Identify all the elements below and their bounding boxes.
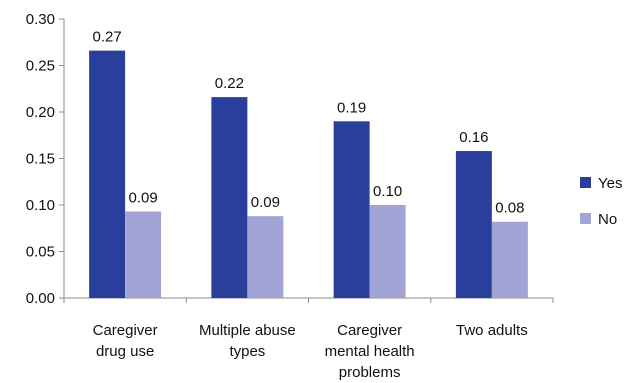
data-label-no-2: 0.10 [373, 183, 402, 200]
bar-no-1 [247, 216, 284, 298]
x-category-label-line: Two adults [456, 322, 528, 339]
legend-label-no: No [598, 211, 617, 228]
legend: Yes No [580, 175, 622, 228]
data-label-yes-0: 0.27 [93, 29, 122, 46]
legend-swatch-yes [580, 177, 591, 188]
x-category-label: Two adults [456, 322, 528, 339]
x-category-label: Caregiver mental health problems [325, 322, 415, 381]
x-category-label: Multiple abuse types [199, 322, 296, 360]
y-tick-label: 0.30 [26, 11, 55, 28]
y-tick-label: 0.25 [26, 58, 55, 75]
y-tick-label: 0.20 [26, 104, 55, 121]
data-label-yes-1: 0.22 [215, 75, 244, 92]
axes: 0.00 0.05 0.10 0.15 0.20 0.25 0.30 Caregiver dru… [26, 11, 554, 381]
bar-yes-3 [455, 151, 492, 298]
bars [89, 50, 528, 299]
bar-no-0 [125, 211, 162, 298]
y-tick-label: 0.15 [26, 151, 55, 168]
x-category-label-line: drug use [96, 343, 154, 360]
x-category-label-line: Multiple abuse [199, 322, 296, 339]
x-category-label-line: Caregiver [93, 322, 158, 339]
data-label-yes-2: 0.19 [337, 99, 366, 116]
data-label-yes-3: 0.16 [459, 129, 488, 146]
legend-label-yes: Yes [598, 175, 622, 192]
y-tick-label: 0.05 [26, 244, 55, 261]
x-category-label-line: types [229, 343, 265, 360]
data-label-no-1: 0.09 [251, 194, 280, 211]
x-category-label-line: problems [339, 364, 401, 381]
bar-yes-0 [89, 50, 126, 299]
bar-no-3 [491, 221, 528, 298]
bar-no-2 [369, 205, 406, 298]
bar-yes-1 [211, 97, 248, 299]
x-category-label: Caregiver drug use [93, 322, 158, 360]
y-tick-label: 0.00 [26, 290, 55, 307]
data-label-no-3: 0.08 [495, 200, 524, 217]
x-category-label-line: mental health [325, 343, 415, 360]
data-labels: 0.27 0.09 0.22 0.09 0.19 0.10 0.16 0.08 [93, 29, 525, 217]
data-label-no-0: 0.09 [129, 190, 158, 207]
legend-swatch-no [580, 213, 591, 224]
bar-yes-2 [333, 121, 370, 298]
x-category-label-line: Caregiver [337, 322, 402, 339]
y-tick-label: 0.10 [26, 197, 55, 214]
